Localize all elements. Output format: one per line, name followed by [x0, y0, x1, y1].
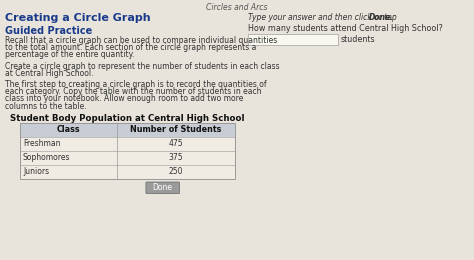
Text: percentage of the entire quantity.: percentage of the entire quantity.	[5, 50, 134, 59]
Text: Class: Class	[56, 125, 80, 134]
FancyBboxPatch shape	[20, 137, 235, 151]
Text: at Central High School.: at Central High School.	[5, 69, 93, 78]
Text: columns to the table.: columns to the table.	[5, 102, 87, 110]
Text: class into your notebook. Allow enough room to add two more: class into your notebook. Allow enough r…	[5, 94, 243, 103]
Text: each category. Copy the table with the number of students in each: each category. Copy the table with the n…	[5, 87, 262, 96]
Text: 250: 250	[169, 167, 183, 176]
Text: The first step to creating a circle graph is to record the quantities of: The first step to creating a circle grap…	[5, 80, 266, 89]
Text: Sophomores: Sophomores	[23, 153, 71, 162]
Text: Creating a Circle Graph: Creating a Circle Graph	[5, 13, 151, 23]
Text: Type your answer and then click or tap: Type your answer and then click or tap	[248, 13, 399, 22]
Text: Done: Done	[153, 183, 173, 192]
Text: Freshman: Freshman	[23, 139, 61, 148]
FancyBboxPatch shape	[20, 151, 235, 165]
Text: Create a circle graph to represent the number of students in each class: Create a circle graph to represent the n…	[5, 62, 280, 71]
Text: Recall that a circle graph can be used to compare individual quantities: Recall that a circle graph can be used t…	[5, 36, 277, 45]
Text: Guided Practice: Guided Practice	[5, 26, 92, 36]
Text: 475: 475	[169, 139, 183, 148]
Text: Number of Students: Number of Students	[130, 125, 221, 134]
Text: to the total amount. Each section of the circle graph represents a: to the total amount. Each section of the…	[5, 43, 256, 52]
Text: How many students attend Central High School?: How many students attend Central High Sc…	[248, 24, 443, 33]
Text: students: students	[341, 35, 375, 44]
FancyBboxPatch shape	[20, 165, 235, 179]
Text: Done.: Done.	[369, 13, 394, 22]
Text: Student Body Population at Central High School: Student Body Population at Central High …	[10, 114, 245, 123]
Text: Juniors: Juniors	[23, 167, 49, 176]
FancyBboxPatch shape	[20, 123, 235, 137]
FancyBboxPatch shape	[146, 182, 180, 194]
FancyBboxPatch shape	[248, 34, 338, 45]
Text: Circles and Arcs: Circles and Arcs	[206, 3, 268, 12]
Text: 375: 375	[169, 153, 183, 162]
